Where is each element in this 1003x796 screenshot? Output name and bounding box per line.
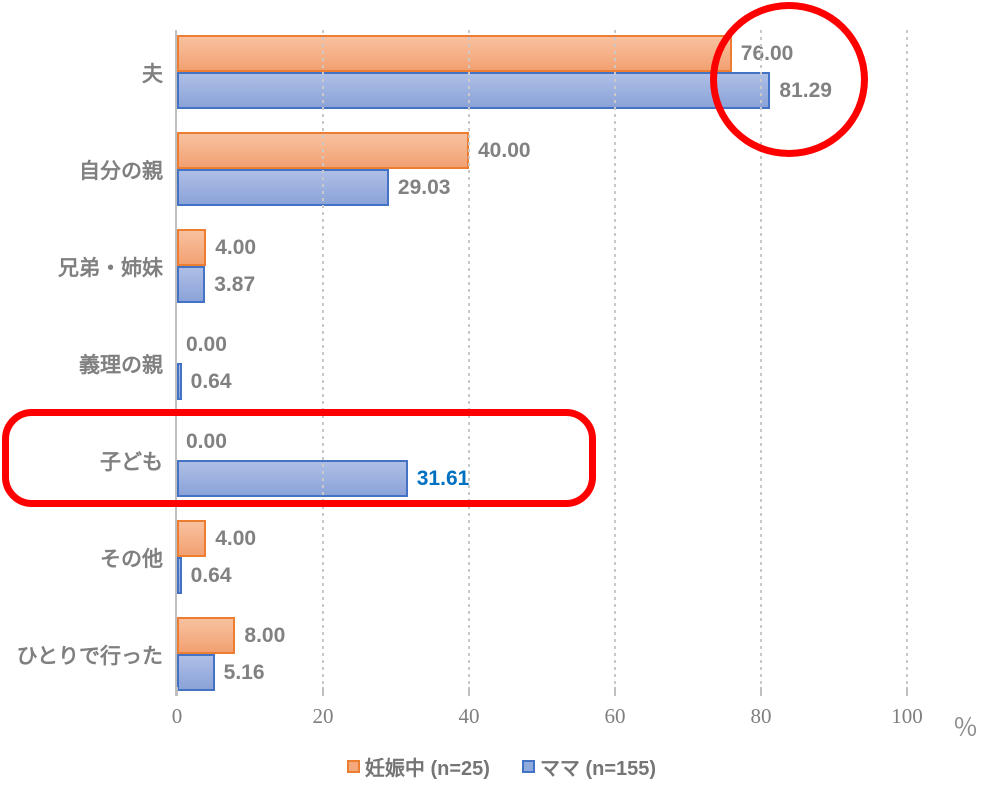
tickmark-60 (614, 687, 616, 696)
value-label-mama-4: 31.61 (416, 466, 470, 490)
value-label-pregnant-4: 0.00 (186, 429, 227, 453)
bar-mama-4 (177, 460, 408, 497)
category-label-5: その他 (100, 547, 163, 571)
value-label-mama-2: 3.87 (214, 272, 256, 296)
gridline-40 (468, 30, 470, 687)
category-label-3: 義理の親 (79, 353, 163, 377)
gridline-100 (906, 30, 908, 687)
chart-legend: 妊娠中 (n=25) ママ (n=155) (0, 752, 1003, 781)
value-label-pregnant-2: 4.00 (215, 235, 257, 259)
tick-label-60: 60 (604, 704, 626, 728)
value-label-pregnant-3: 0.00 (186, 332, 227, 356)
y-axis-line (175, 30, 177, 696)
category-label-0: 夫 (142, 62, 163, 86)
value-label-mama-1: 29.03 (397, 175, 451, 199)
value-label-pregnant-1: 40.00 (478, 138, 531, 162)
legend-swatch-orange-icon (346, 760, 360, 773)
bar-pregnant-6 (177, 617, 236, 654)
tick-label-80: 80 (750, 704, 772, 728)
gridline-80 (760, 30, 762, 687)
bar-pregnant-2 (177, 229, 207, 266)
tickmark-40 (468, 687, 470, 696)
legend-item-pregnant: 妊娠中 (n=25) (346, 752, 490, 781)
tick-label-0: 0 (171, 704, 183, 728)
category-label-2: 兄弟・姉妹 (58, 256, 163, 280)
gridline-20 (322, 30, 324, 687)
category-label-4: 子ども (100, 450, 163, 474)
annotation-rounded-rect (2, 409, 596, 507)
value-label-pregnant-6: 8.00 (244, 623, 286, 647)
bar-pregnant-5 (177, 520, 207, 557)
bar-mama-1 (177, 169, 389, 206)
gridline-60 (614, 30, 616, 687)
value-label-mama-3: 0.64 (190, 369, 232, 393)
tick-label-40: 40 (458, 704, 480, 728)
tickmark-100 (906, 687, 908, 696)
tickmark-20 (322, 687, 324, 696)
axis-unit-label: ％ (953, 715, 979, 742)
annotation-ellipse (710, 2, 868, 157)
bar-pregnant-0 (177, 35, 732, 72)
legend-label-pregnant: 妊娠中 (n=25) (364, 758, 490, 780)
legend-item-mama: ママ (n=155) (521, 752, 657, 781)
bar-mama-0 (177, 72, 771, 109)
value-label-mama-6: 5.16 (223, 660, 265, 684)
value-label-pregnant-5: 4.00 (215, 526, 257, 550)
category-label-1: 自分の親 (79, 159, 163, 183)
tickmark-80 (760, 687, 762, 696)
tick-label-20: 20 (312, 704, 334, 728)
value-label-mama-5: 0.64 (190, 563, 232, 587)
legend-label-mama: ママ (n=155) (539, 758, 657, 780)
legend-swatch-blue-icon (521, 760, 535, 773)
tickmark-0 (176, 687, 178, 696)
bar-mama-3 (177, 363, 182, 400)
bar-mama-2 (177, 266, 206, 303)
bar-mama-6 (177, 654, 215, 691)
tick-label-100: 100 (891, 704, 923, 728)
category-label-6: ひとりで行った (16, 644, 163, 668)
bar-mama-5 (177, 557, 182, 594)
